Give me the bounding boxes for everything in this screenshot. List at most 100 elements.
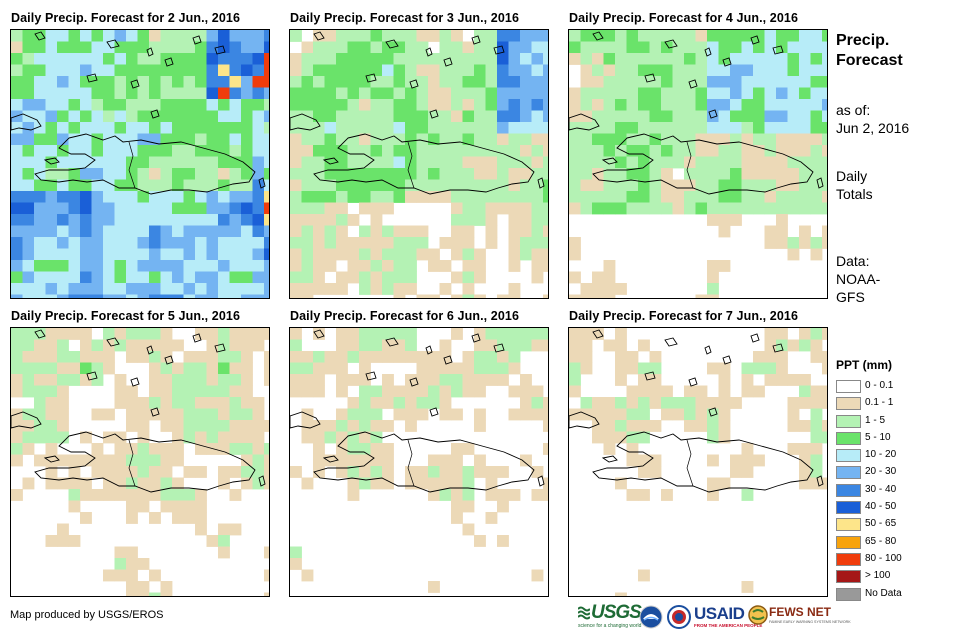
precip-cell — [80, 99, 92, 111]
precip-cell — [241, 225, 253, 238]
precip-cell — [730, 133, 742, 146]
precip-cell — [822, 110, 827, 123]
precip-cell — [428, 248, 440, 261]
precip-cell — [68, 466, 81, 478]
precip-cell — [172, 283, 184, 295]
precip-cell — [799, 237, 811, 249]
precip-cell — [592, 202, 604, 215]
precip-cell — [451, 99, 463, 111]
precip-cell — [405, 179, 417, 192]
precip-cell — [531, 110, 544, 123]
precip-cell — [497, 374, 509, 386]
precip-cell — [183, 76, 196, 88]
island-outline — [214, 343, 226, 353]
precip-cell — [11, 271, 23, 284]
precip-cell — [264, 569, 269, 582]
precip-cell — [707, 30, 719, 42]
precip-cell — [462, 489, 475, 501]
precip-cell — [718, 53, 731, 65]
precip-cell — [290, 214, 302, 226]
precip-cell — [474, 535, 486, 547]
precip-cell — [290, 237, 302, 249]
precip-cell — [485, 512, 498, 524]
precip-cell — [313, 191, 325, 203]
precip-cell — [183, 41, 196, 54]
precip-cell — [730, 30, 742, 42]
precip-cell — [45, 156, 58, 169]
precip-cell — [57, 283, 69, 295]
precip-cell — [149, 385, 161, 398]
precip-cell — [520, 179, 532, 192]
precip-cell — [229, 271, 242, 284]
island-outline — [146, 47, 154, 57]
precip-cell — [474, 156, 486, 169]
precip-cell — [661, 99, 673, 111]
precip-cell — [393, 408, 406, 421]
precip-cell — [810, 191, 823, 203]
precip-cell — [810, 248, 823, 261]
precip-cell — [776, 374, 788, 386]
precip-cell — [638, 374, 650, 386]
precip-cell — [707, 87, 719, 100]
precip-cell — [428, 145, 440, 157]
precip-cell — [707, 431, 719, 444]
precip-cell — [160, 362, 173, 375]
legend-swatch — [836, 535, 861, 549]
precip-cell — [730, 179, 742, 192]
precip-cell — [229, 397, 242, 409]
precip-cell — [264, 466, 269, 478]
precip-cell — [569, 271, 581, 284]
precip-cell — [149, 87, 161, 100]
precip-cell — [206, 133, 219, 146]
precip-cell — [347, 41, 360, 54]
precip-cell — [370, 271, 383, 284]
precip-cell — [615, 202, 627, 215]
precip-cell — [799, 87, 811, 100]
precip-cell — [91, 145, 104, 157]
precip-cell — [264, 374, 269, 386]
precip-cell — [160, 53, 173, 65]
precip-cell — [137, 408, 150, 421]
precip-cell — [508, 385, 521, 398]
precip-cell — [34, 237, 46, 249]
legend-label: > 100 — [865, 570, 891, 582]
precip-cell — [592, 168, 604, 180]
precip-cell — [615, 592, 627, 596]
precip-cell — [822, 397, 827, 409]
precip-cell — [787, 110, 800, 123]
precip-cell — [22, 420, 35, 432]
precip-cell — [405, 328, 417, 340]
precip-cell — [416, 191, 429, 203]
precip-cell — [405, 145, 417, 157]
precip-cell — [569, 339, 581, 352]
precip-cell — [264, 41, 269, 54]
precip-cell — [661, 64, 673, 77]
precip-cell — [508, 30, 521, 42]
precip-cell — [301, 202, 314, 215]
precip-cell — [359, 202, 371, 215]
precip-cell — [347, 30, 360, 42]
precip-cell — [462, 191, 475, 203]
precip-cell — [439, 374, 452, 386]
precip-cell — [22, 283, 35, 295]
precip-cell — [684, 133, 696, 146]
precip-cell — [301, 477, 314, 490]
precip-cell — [11, 248, 23, 261]
precip-cell — [707, 64, 719, 77]
precip-cell — [347, 397, 360, 409]
precip-cell — [615, 30, 627, 42]
precip-cell — [57, 156, 69, 169]
precip-cell — [439, 145, 452, 157]
precip-cell — [114, 156, 127, 169]
precip-cell — [11, 443, 23, 455]
precip-cell — [183, 500, 196, 513]
precip-cell — [160, 191, 173, 203]
precip-cell — [439, 237, 452, 249]
precip-cell — [218, 385, 230, 398]
precip-cell — [218, 202, 230, 215]
precip-cell — [474, 466, 486, 478]
precip-cell — [776, 179, 788, 192]
precip-cell — [57, 351, 69, 363]
precip-cell — [241, 168, 253, 180]
precip-cell — [405, 237, 417, 249]
